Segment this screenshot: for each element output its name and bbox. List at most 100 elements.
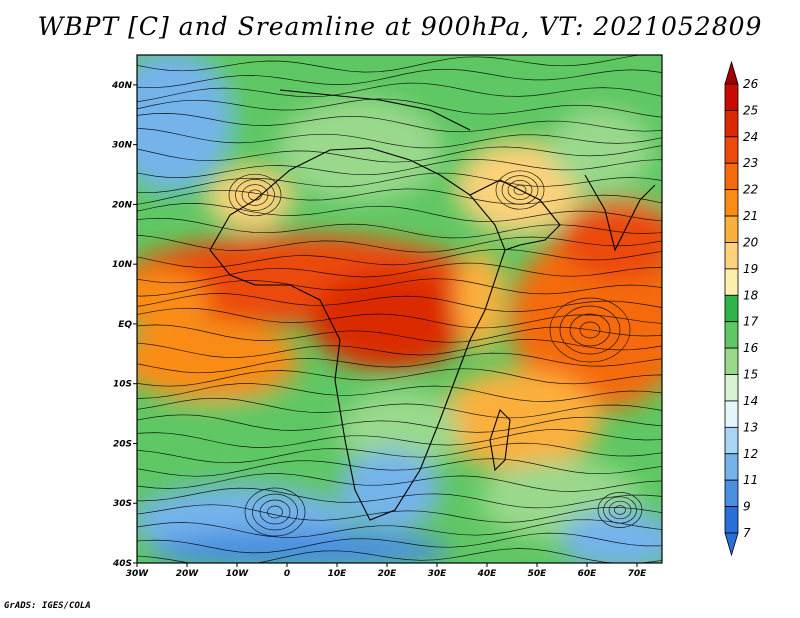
streamline-vortex <box>501 175 539 205</box>
streamline-vortex <box>228 173 282 217</box>
colorbar-box <box>724 479 739 507</box>
lon-tick-label: 40E <box>477 569 498 579</box>
colorbar-box <box>724 321 739 349</box>
colorbar-label: 11 <box>743 473 758 487</box>
streamline-vortex <box>569 313 611 347</box>
streamline-vortex <box>259 499 291 525</box>
colorbar-box <box>724 506 739 534</box>
lat-tick-label: 10N <box>112 260 133 270</box>
streamline-vortex <box>614 505 626 515</box>
streamline <box>137 128 662 149</box>
colorbar-box <box>724 110 739 138</box>
streamline <box>137 158 662 178</box>
streamline <box>137 203 662 223</box>
colorbar-box <box>724 400 739 428</box>
streamline-vortex <box>603 496 637 524</box>
streamlines <box>137 55 662 563</box>
streamline <box>137 278 662 297</box>
streamline-vortex <box>597 492 643 528</box>
lat-tick-label: 40N <box>111 81 133 91</box>
streamline-vortex <box>244 487 306 537</box>
coastlines <box>209 89 656 521</box>
colorbar-label: 24 <box>743 130 758 144</box>
streamline-vortex <box>267 505 283 519</box>
streamline <box>137 429 662 448</box>
streamline-vortex <box>559 305 621 355</box>
colorbar-label: 16 <box>743 341 759 355</box>
colorbar-box <box>724 374 739 402</box>
streamline <box>137 113 662 133</box>
lat-tick-label: 30N <box>112 141 133 151</box>
grads-credit: GrADS: IGES/COLA <box>4 601 91 611</box>
lon-axis: 30W 20W 10W 0 10E 20E 30E 40E 50E 60E 70E <box>126 563 647 579</box>
colorbar-label: 7 <box>743 526 751 540</box>
colorbar-label: 13 <box>743 420 758 434</box>
streamline <box>137 368 662 387</box>
lat-tick-label: 20S <box>113 439 132 449</box>
streamline-vortex <box>252 493 298 531</box>
streamline <box>137 217 662 239</box>
streamline <box>137 473 662 492</box>
colorbar-box <box>724 294 739 323</box>
lon-tick-label: 50E <box>528 569 548 579</box>
lon-tick-label: 10W <box>226 569 250 579</box>
streamline <box>137 442 662 464</box>
colorbar-label: 15 <box>743 368 758 382</box>
streamline-vortex <box>513 184 527 196</box>
colorbar-label: 26 <box>743 77 759 91</box>
streamline <box>137 82 662 102</box>
colorbar-label: 12 <box>743 447 758 461</box>
map-panel: 30W 20W 10W 0 10E 20E 30E 40E 50E 60E 70E 40N 30N 20… <box>111 54 663 579</box>
colorbar-box <box>724 162 739 191</box>
lat-tick-label: 20N <box>112 200 133 210</box>
colorbar-top-arrow <box>724 60 739 85</box>
lat-axis: 40N 30N 20N 10N EQ 10S 20S 30S 40S <box>111 81 137 569</box>
colorbar-box <box>724 242 739 270</box>
lat-tick-label: 30S <box>113 499 132 509</box>
streamline <box>137 55 642 73</box>
streamline <box>137 397 662 419</box>
streamline <box>137 172 662 194</box>
lon-tick-label: 20E <box>378 569 398 579</box>
colorbar-label: 23 <box>743 156 758 170</box>
lon-tick-label: 20W <box>176 569 200 579</box>
streamline <box>137 235 662 253</box>
streamline-vortex <box>579 321 601 339</box>
colorbar-box <box>724 347 739 375</box>
streamline <box>137 145 662 163</box>
colorbar-label: 9 <box>743 500 751 514</box>
lon-tick-label: 30W <box>126 569 150 579</box>
streamline <box>137 249 662 268</box>
streamline <box>137 383 662 402</box>
streamline <box>137 548 662 563</box>
colorbar-box <box>724 453 739 481</box>
lat-tick-label: 10S <box>113 380 132 390</box>
colorbar-label: 22 <box>743 183 758 197</box>
colorbar-label: 17 <box>743 315 759 329</box>
streamline-vortex <box>495 170 545 210</box>
streamline <box>137 307 662 329</box>
streamline <box>137 98 662 118</box>
colorbar-box <box>724 268 739 296</box>
streamline <box>137 532 662 554</box>
streamline <box>137 324 662 343</box>
colorbar-label: 14 <box>743 394 758 408</box>
streamline <box>137 293 662 312</box>
colorbar-label: 20 <box>743 235 759 249</box>
lat-tick-label: EQ <box>118 320 132 330</box>
lon-tick-label: 30E <box>428 569 448 579</box>
streamline-vortex <box>549 297 631 363</box>
streamline <box>137 519 662 538</box>
streamline <box>137 458 662 477</box>
lon-tick-label: 70E <box>628 569 648 579</box>
lon-tick-label: 10E <box>328 569 348 579</box>
streamline <box>137 487 662 509</box>
streamline <box>137 352 662 374</box>
streamline <box>137 68 662 89</box>
wbpt-shading <box>137 55 662 563</box>
lon-tick-label: 0 <box>284 569 290 579</box>
streamline <box>137 504 662 523</box>
streamline <box>137 414 662 433</box>
colorbar-label: 21 <box>743 209 758 223</box>
